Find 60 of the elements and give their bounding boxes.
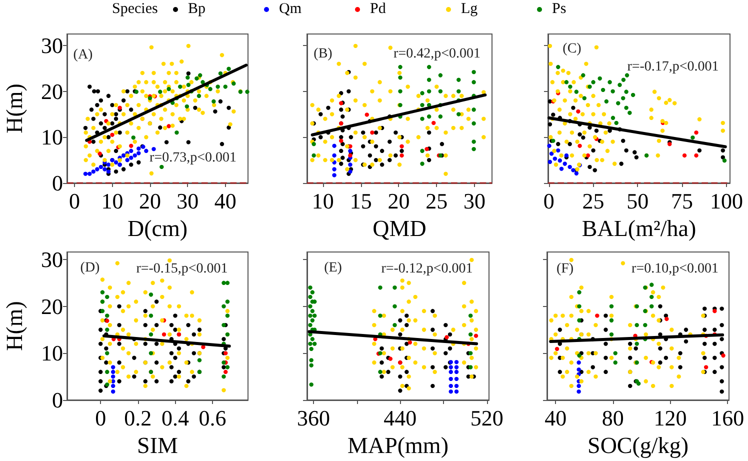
x-tick-label: 0.4 <box>161 406 189 430</box>
x-tick-label: 10 <box>101 188 124 214</box>
legend-label: Bp <box>187 0 206 18</box>
legend-title: Species <box>112 0 158 18</box>
y-tick-label: 0 <box>52 388 63 412</box>
x-tick-label: 100 <box>710 188 743 214</box>
x-tick-label: 520 <box>470 406 504 430</box>
x-axis-title: BAL(m²/ha) <box>582 216 696 241</box>
x-tick-label: 360 <box>297 406 330 430</box>
x-axis-title: SOC(g/kg) <box>588 432 688 458</box>
legend-label: Ps <box>551 0 566 18</box>
annotation: (C) <box>562 42 582 56</box>
x-tick-label: 30 <box>464 188 486 214</box>
x-tick-label: 20 <box>388 188 410 214</box>
y-tick-label: 30 <box>41 246 63 272</box>
legend-label: Lg <box>460 0 478 18</box>
y-tick-label: 10 <box>41 124 63 150</box>
annotation: r=-0.15,p<0.001 <box>136 262 228 276</box>
x-tick-label: 75 <box>671 188 694 214</box>
annotation: (A) <box>73 48 94 62</box>
x-tick-label: 120 <box>654 406 687 430</box>
x-tick-label: 160 <box>711 406 744 430</box>
y-axis-title: H(m) <box>2 301 27 351</box>
y-tick-label: 30 <box>41 32 63 58</box>
legend-label: Pd <box>369 0 386 18</box>
legend-label: Qm <box>278 0 302 18</box>
y-tick-label: 20 <box>41 294 63 319</box>
x-tick-label: 40 <box>214 188 236 214</box>
x-tick-label: 50 <box>626 188 649 214</box>
annotation: (B) <box>314 46 333 62</box>
y-tick-label: 10 <box>41 340 63 366</box>
annotation: r=0.73,p<0.001 <box>150 150 236 166</box>
annotation: r=-0.12,p<0.001 <box>381 262 473 276</box>
x-tick-label: 25 <box>426 188 448 214</box>
x-tick-label: 0.6 <box>198 406 226 430</box>
x-tick-label: 0.2 <box>124 406 152 430</box>
annotation: r=-0.17,p<0.001 <box>627 60 719 74</box>
x-axis-title: MAP(mm) <box>348 432 448 458</box>
x-tick-label: 440 <box>384 406 417 430</box>
x-axis-title: D(cm) <box>127 216 188 241</box>
x-tick-label: 25 <box>582 188 604 214</box>
x-axis-title: QMD <box>372 216 426 241</box>
y-axis-title: H(m) <box>2 84 27 134</box>
annotation: (F) <box>556 262 574 276</box>
x-tick-label: 40 <box>544 406 567 430</box>
annotation: r=0.42,p<0.001 <box>394 46 480 62</box>
x-tick-label: 0 <box>543 188 554 214</box>
x-tick-label: 0 <box>95 406 106 430</box>
x-tick-label: 10 <box>312 188 334 214</box>
annotation: (E) <box>324 260 342 276</box>
x-tick-label: 80 <box>602 406 624 430</box>
y-tick-label: 0 <box>52 170 63 196</box>
annotation: (D) <box>80 260 100 276</box>
x-tick-label: 30 <box>176 188 199 214</box>
x-tick-label: 15 <box>350 188 372 214</box>
y-tick-label: 20 <box>41 78 63 104</box>
x-tick-label: 20 <box>138 188 161 214</box>
annotation: r=0.10,p<0.001 <box>632 262 718 276</box>
x-tick-label: 0 <box>69 188 80 214</box>
x-axis-title: SIM <box>137 432 178 458</box>
